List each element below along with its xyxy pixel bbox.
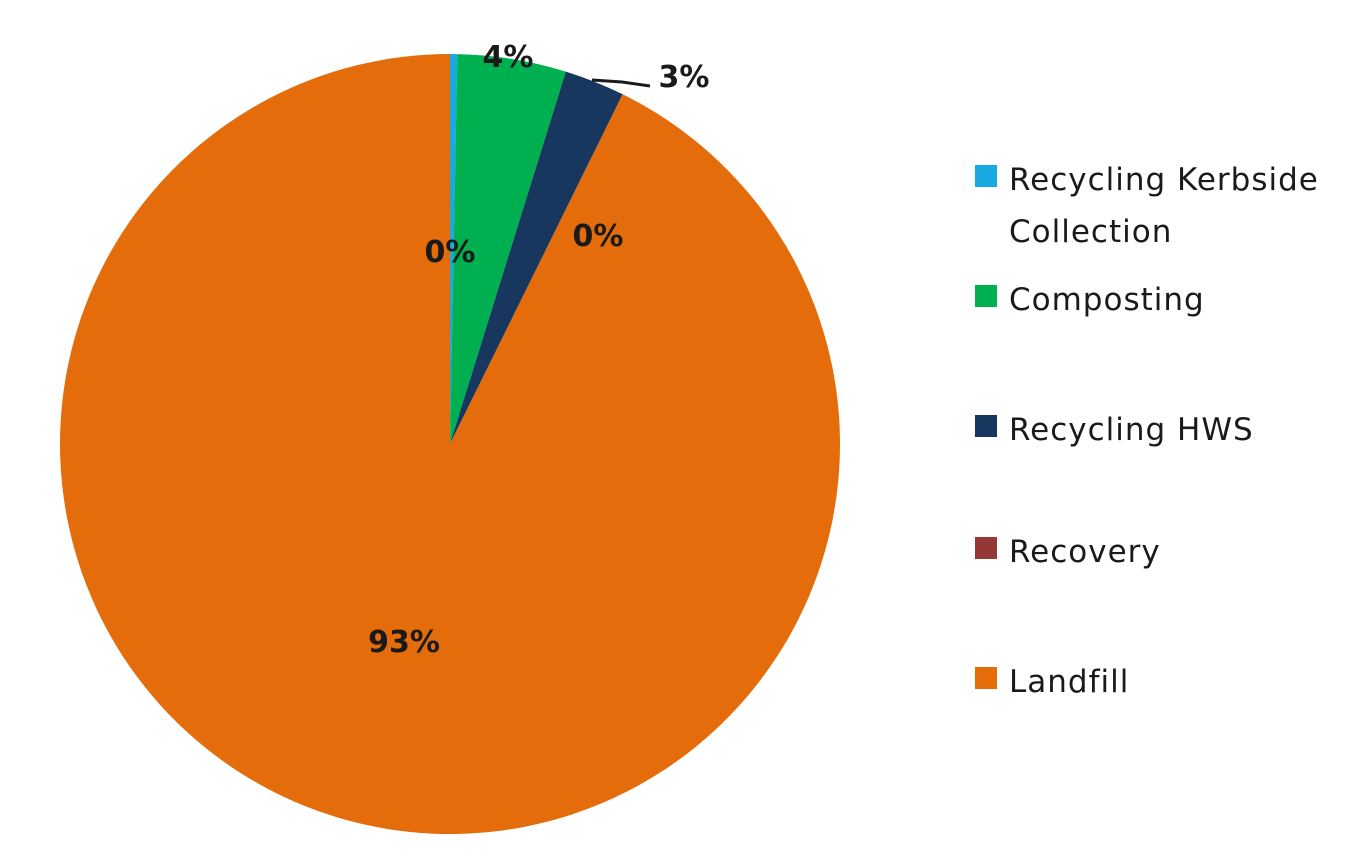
legend-label-line: Recycling Kerbside — [1009, 162, 1319, 198]
slice-label-landfill: 93% — [368, 625, 440, 660]
legend-swatch-recycling-kerbside-collection — [975, 165, 997, 187]
slice-labels: 0% 4% 3% 0% 93% — [368, 40, 709, 660]
leader-line-recycling-hws — [591, 78, 651, 88]
legend-swatch-composting — [975, 285, 997, 307]
slice-label-composting: 4% — [483, 40, 534, 75]
legend-label-recovery: Recovery — [1009, 534, 1161, 570]
slice-label-recycling-hws: 3% — [659, 60, 710, 95]
pie-slice-recycling-kerbside-collection — [450, 54, 458, 444]
legend: Recycling Kerbside Collection Composting Re… — [975, 162, 1319, 700]
legend-label-line: Composting — [1009, 282, 1205, 318]
pie-slice-composting — [450, 54, 566, 445]
pie-slice-recycling-hws — [450, 71, 623, 444]
slice-label-recovery: 0% — [573, 219, 624, 254]
legend-label-recycling-hws: Recycling HWS — [1009, 412, 1254, 448]
legend-swatch-recovery — [975, 537, 997, 559]
legend-swatch-recycling-hws — [975, 415, 997, 437]
legend-label-line: Recovery — [1009, 534, 1161, 570]
legend-label-recycling-kerbside-collection: Recycling Kerbside Collection — [1009, 162, 1319, 250]
legend-swatch-landfill — [975, 667, 997, 689]
legend-label-line: Landfill — [1009, 664, 1129, 700]
legend-label-composting: Composting — [1009, 282, 1205, 318]
slice-label-recycling-kerbside-collection: 0% — [425, 235, 476, 270]
legend-label-line: Collection — [1009, 214, 1172, 250]
leader-lines — [591, 78, 651, 88]
pie-slices — [60, 54, 841, 835]
pie-slice-landfill — [60, 54, 841, 835]
legend-label-landfill: Landfill — [1009, 664, 1129, 700]
legend-label-line: Recycling HWS — [1009, 412, 1254, 448]
